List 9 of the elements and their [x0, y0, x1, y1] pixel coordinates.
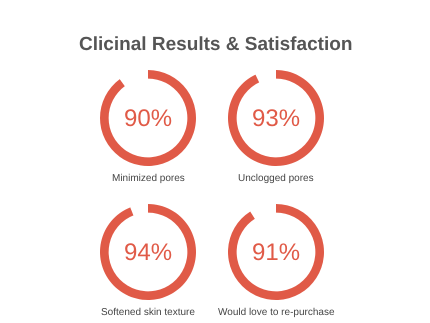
slice-label: Minimized pores — [112, 173, 185, 184]
chart-title: Clicinal Results & Satisfaction — [79, 34, 352, 55]
slice-label: Unclogged pores — [238, 173, 314, 184]
slice-label: Would love to re-purchase — [218, 307, 335, 318]
slice-label: Softened skin texture — [101, 307, 196, 318]
data-label: 90% — [124, 105, 172, 132]
data-label: 93% — [252, 105, 300, 132]
data-label: 94% — [124, 239, 172, 266]
data-label: 91% — [252, 239, 300, 266]
